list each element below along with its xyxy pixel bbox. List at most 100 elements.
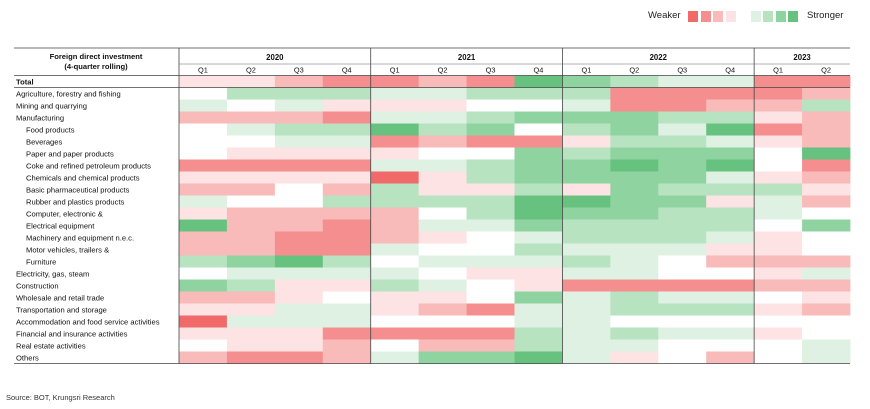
- heatmap-cell: [802, 315, 851, 328]
- legend-swatch-4: [725, 11, 736, 22]
- heatmap-cell: [514, 159, 563, 172]
- row-label: Mining and quarrying: [16, 102, 87, 111]
- heatmap-cell: [658, 135, 707, 148]
- heatmap-cell: [322, 147, 372, 160]
- heatmap-cell: [802, 279, 851, 292]
- heatmap-cell: [418, 267, 467, 280]
- heatmap-cell: [179, 135, 228, 148]
- heatmap-cell: [802, 303, 851, 316]
- heatmap-cell: [226, 87, 276, 100]
- row-label: Transportation and storage: [16, 306, 107, 315]
- heatmap-cell: [466, 315, 515, 328]
- heatmap-cell: [706, 135, 755, 148]
- heatmap-cell: [226, 111, 276, 124]
- row-label: Real estate activities: [16, 342, 86, 351]
- heatmap-cell: [562, 171, 611, 184]
- quarter-label: Q2: [821, 66, 831, 75]
- heatmap-cell: [562, 255, 611, 268]
- heatmap-cell: [802, 87, 851, 100]
- legend-swatch-6: [750, 11, 761, 22]
- heatmap-cell: [226, 219, 276, 232]
- heatmap-cell: [322, 171, 372, 184]
- heatmap-cell: [322, 327, 372, 340]
- heatmap-cell: [610, 291, 659, 304]
- heatmap-cell: [274, 87, 324, 100]
- legend-swatch-9: [788, 11, 798, 22]
- heatmap-cell: [658, 303, 707, 316]
- heatmap-cell: [322, 339, 372, 352]
- heatmap-cell: [754, 279, 803, 292]
- heatmap-cell: [514, 291, 563, 304]
- heatmap-cell: [610, 339, 659, 352]
- heatmap-cell: [274, 243, 324, 256]
- heatmap-cell: [226, 267, 276, 280]
- heatmap-cell: [179, 159, 228, 172]
- heatmap-cell: [610, 219, 659, 232]
- heatmap-cell: [754, 219, 803, 232]
- heatmap-cell: [370, 111, 420, 124]
- heatmap-cell: [562, 159, 611, 172]
- legend-swatch-3: [713, 11, 723, 22]
- row-label: Financial and insurance activities: [16, 330, 128, 339]
- heatmap-cell: [754, 195, 803, 208]
- heatmap-cell: [706, 159, 755, 172]
- row-label: Wholesale and retail trade: [16, 294, 104, 303]
- heatmap-cell: [706, 75, 755, 88]
- row-label: Furniture: [26, 258, 56, 267]
- heatmap-cell: [658, 87, 707, 100]
- heatmap-cell: [226, 255, 276, 268]
- heatmap-cell: [466, 291, 515, 304]
- heatmap-cell: [179, 339, 228, 352]
- row-label: Paper and paper products: [26, 150, 114, 159]
- heatmap-cell: [322, 207, 372, 220]
- heatmap-cell: [802, 99, 851, 112]
- heatmap-cell: [802, 123, 851, 136]
- heatmap-cell: [466, 243, 515, 256]
- heatmap-cell: [274, 315, 324, 328]
- heatmap-cell: [179, 231, 228, 244]
- heatmap-cell: [658, 183, 707, 196]
- heatmap-cell: [754, 267, 803, 280]
- heatmap-cell: [658, 315, 707, 328]
- legend-swatch-8: [775, 11, 786, 22]
- heatmap-cell: [610, 351, 659, 364]
- heatmap-cell: [322, 231, 372, 244]
- heatmap-cell: [179, 111, 228, 124]
- heatmap-cell: [418, 147, 467, 160]
- year-label: 2022: [650, 53, 668, 62]
- heatmap-cell: [562, 243, 611, 256]
- heatmap-cell: [658, 207, 707, 220]
- heatmap-cell: [658, 279, 707, 292]
- heatmap-cell: [802, 255, 851, 268]
- heatmap-cell: [562, 147, 611, 160]
- row-label: Rubber and plastics products: [26, 198, 125, 207]
- heatmap-cell: [706, 267, 755, 280]
- heatmap-cell: [370, 99, 420, 112]
- heatmap-cell: [754, 159, 803, 172]
- heatmap-cell: [658, 339, 707, 352]
- heatmap-cell: [754, 231, 803, 244]
- heatmap-cell: [706, 183, 755, 196]
- heatmap-cell: [754, 99, 803, 112]
- heatmap-cell: [370, 339, 420, 352]
- heatmap-cell: [226, 243, 276, 256]
- heatmap-cell: [370, 123, 420, 136]
- heatmap-cell: [706, 123, 755, 136]
- heatmap-cell: [370, 303, 420, 316]
- row-label: Food products: [26, 126, 75, 135]
- heatmap-cell: [322, 279, 372, 292]
- heatmap-cell: [226, 327, 276, 340]
- row-label: Electricity, gas, steam: [16, 270, 89, 279]
- heatmap-cell: [754, 111, 803, 124]
- heatmap-cell: [562, 267, 611, 280]
- heatmap-cell: [514, 303, 563, 316]
- heatmap-cell: [802, 327, 851, 340]
- heatmap-cell: [179, 183, 228, 196]
- heatmap-cell: [658, 219, 707, 232]
- quarter-label: Q3: [294, 66, 304, 75]
- heatmap-cell: [610, 207, 659, 220]
- heatmap-cell: [370, 351, 420, 364]
- heatmap-cell: [466, 255, 515, 268]
- heatmap-cell: [370, 147, 420, 160]
- heatmap-cell: [754, 351, 803, 364]
